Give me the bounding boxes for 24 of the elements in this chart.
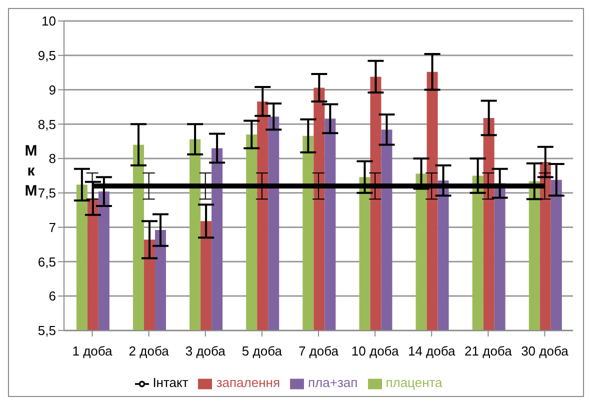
y-tick-label: 5,5 <box>38 323 56 338</box>
x-tick-label: 10 доба <box>351 344 400 359</box>
x-tick-label: 2 доба <box>128 344 170 359</box>
x-tick-label: 7 доба <box>298 344 340 359</box>
x-tick-label: 3 доба <box>185 344 226 359</box>
x-tick-label: 21 доба <box>464 344 513 359</box>
legend-label: пла+зап <box>308 375 358 390</box>
x-tick-label: 30 доба <box>521 344 570 359</box>
y-tick-label: 9 <box>48 82 56 98</box>
x-tick-label: 5 доба <box>242 344 283 359</box>
y-axis-title: МкМ <box>24 142 38 200</box>
y-tick-label: 10 <box>42 14 56 29</box>
y-tick-label: 6,5 <box>38 254 56 270</box>
x-tick-label: 1 доба <box>72 344 114 359</box>
y-tick-label: 9,5 <box>38 48 56 63</box>
y-tick-label: 7 <box>48 220 56 235</box>
x-tick-label: 14 доба <box>408 344 456 359</box>
y-tick-label: 6 <box>48 288 56 304</box>
y-tick-label: 7,5 <box>38 186 56 201</box>
y-tick-label: 8,5 <box>38 116 56 132</box>
legend-label: запалення <box>216 375 280 390</box>
y-tick-label: 8 <box>48 151 56 166</box>
legend-label: Інтакт <box>152 375 188 390</box>
legend-label: плацента <box>386 375 442 390</box>
